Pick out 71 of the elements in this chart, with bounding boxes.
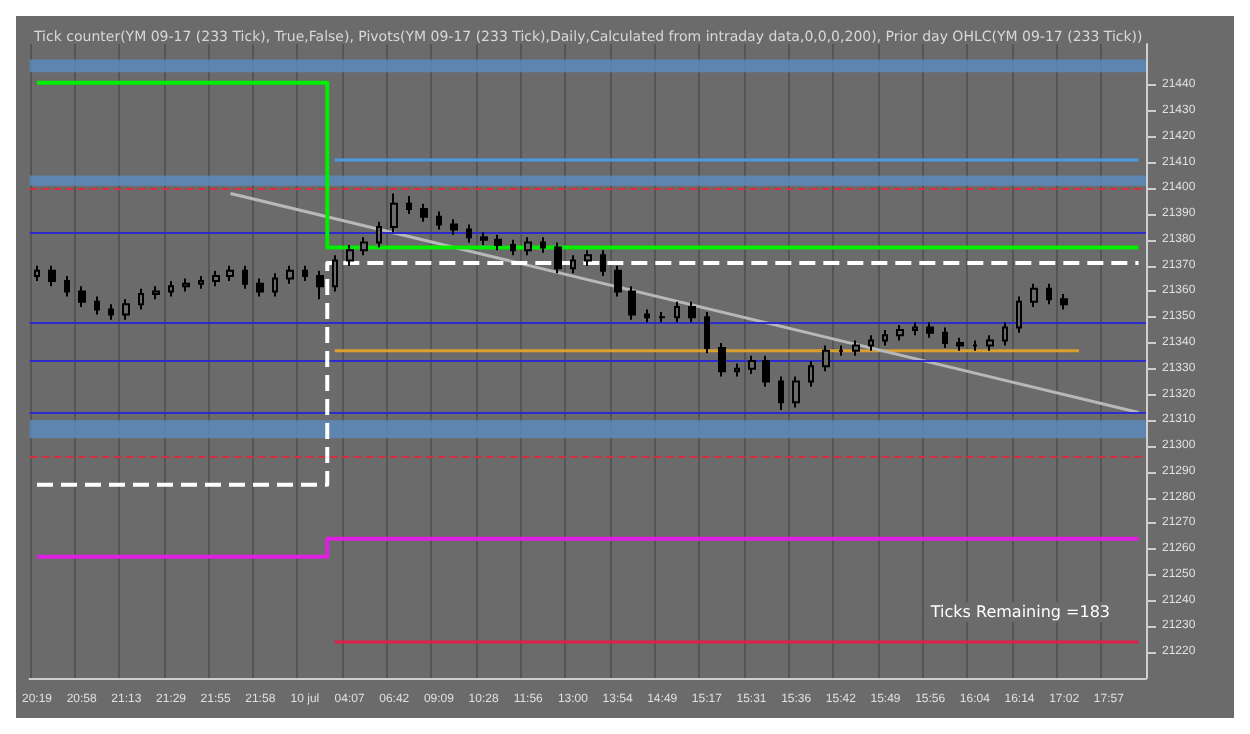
candlestick [868,334,874,352]
candlestick [436,210,442,231]
candlestick [78,285,86,308]
candlestick [152,285,160,301]
candlestick [360,236,368,257]
candlestick [822,344,830,373]
candlestick [1030,282,1038,308]
candlestick [704,311,710,355]
candlestick [390,192,398,234]
candlestick [450,218,458,236]
candlestick [34,264,40,283]
candlestick [138,287,144,311]
candlestick [688,300,696,324]
candlestick [480,231,488,247]
candlestick [510,238,516,257]
candlestick [584,249,592,267]
candlestick [494,233,502,252]
candlestick [226,264,234,283]
candlestick [212,269,220,288]
candlestick [628,285,636,321]
candlestick [406,195,412,216]
candlestick [734,362,740,378]
candlestick [1060,292,1068,311]
candlestick [48,264,56,288]
candlestick [420,202,428,223]
candlestick [466,223,472,244]
annotation: Ticks Remaining =183 [928,603,1111,621]
candlestick [524,236,532,257]
candlestick [852,339,860,357]
candlestick [554,241,562,275]
candlestick [540,236,546,254]
candlestick [94,295,100,316]
candlestick [346,244,354,267]
candlestick [986,334,994,352]
candlestick [122,298,130,321]
candlestick [600,249,606,277]
candlestick [302,264,308,283]
candlestick [762,354,770,388]
candlestick [748,354,756,375]
candlestick [718,341,726,378]
candlestick [376,220,382,249]
candlestick [972,339,978,352]
candlestick [778,375,784,411]
candlestick [614,264,622,298]
candlestick [242,264,248,290]
candlestick [792,375,800,409]
candlestick [256,277,264,298]
candlestick [658,311,666,324]
candlestick [332,254,338,293]
candlestick [198,274,204,290]
candlestick [108,303,114,321]
candlestick [272,272,278,298]
candlestick [168,280,174,298]
candlestick [838,344,844,357]
candlestick [316,269,324,301]
candlestick [1046,282,1052,306]
candlestick [64,274,70,298]
candlestick [926,321,934,339]
candlestick [956,336,964,352]
candlestick [286,264,294,285]
candlestick [570,254,576,275]
candlestick [882,329,888,347]
candlestick [896,323,904,342]
candlestick [1002,321,1008,347]
candlestick [674,300,680,324]
candlestick [912,321,918,337]
candlestick [808,360,814,388]
candlestick [942,326,948,350]
candlestick [182,277,190,293]
candlestick [644,308,650,324]
candlestick [1016,295,1022,334]
